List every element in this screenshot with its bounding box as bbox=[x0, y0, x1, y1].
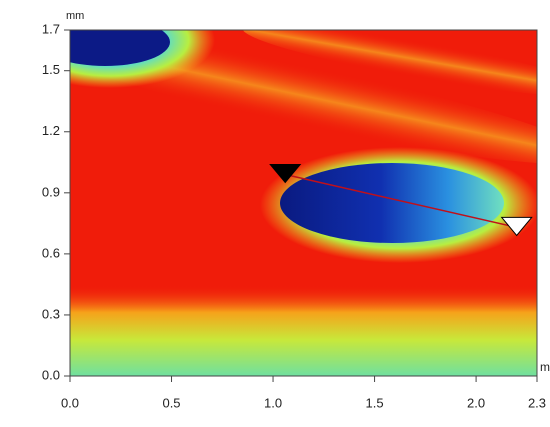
x-tick-label: 1.0 bbox=[264, 395, 282, 410]
y-tick-label: 1.5 bbox=[42, 62, 60, 77]
x-tick-label: 0.0 bbox=[61, 395, 79, 410]
y-axis-label: mm bbox=[66, 10, 84, 22]
profile-line bbox=[285, 173, 517, 229]
surface-image bbox=[70, 30, 537, 376]
profile-marker bbox=[269, 164, 302, 184]
plot-frame bbox=[69, 29, 538, 377]
y-tick-label: 0.6 bbox=[42, 245, 60, 260]
y-tick-label: 0.3 bbox=[42, 306, 60, 321]
x-tick-label: 2.3 bbox=[528, 395, 546, 410]
x-tick-label: 1.5 bbox=[366, 395, 384, 410]
y-tick-label: 0.0 bbox=[42, 367, 60, 382]
x-tick-label: 0.5 bbox=[162, 395, 180, 410]
y-tick-label: 1.7 bbox=[42, 21, 60, 36]
x-tick-label: 2.0 bbox=[467, 395, 485, 410]
x-axis-label: m bbox=[540, 360, 550, 374]
y-tick-label: 0.9 bbox=[42, 184, 60, 199]
y-tick-label: 1.2 bbox=[42, 123, 60, 138]
profile-marker bbox=[500, 216, 533, 237]
